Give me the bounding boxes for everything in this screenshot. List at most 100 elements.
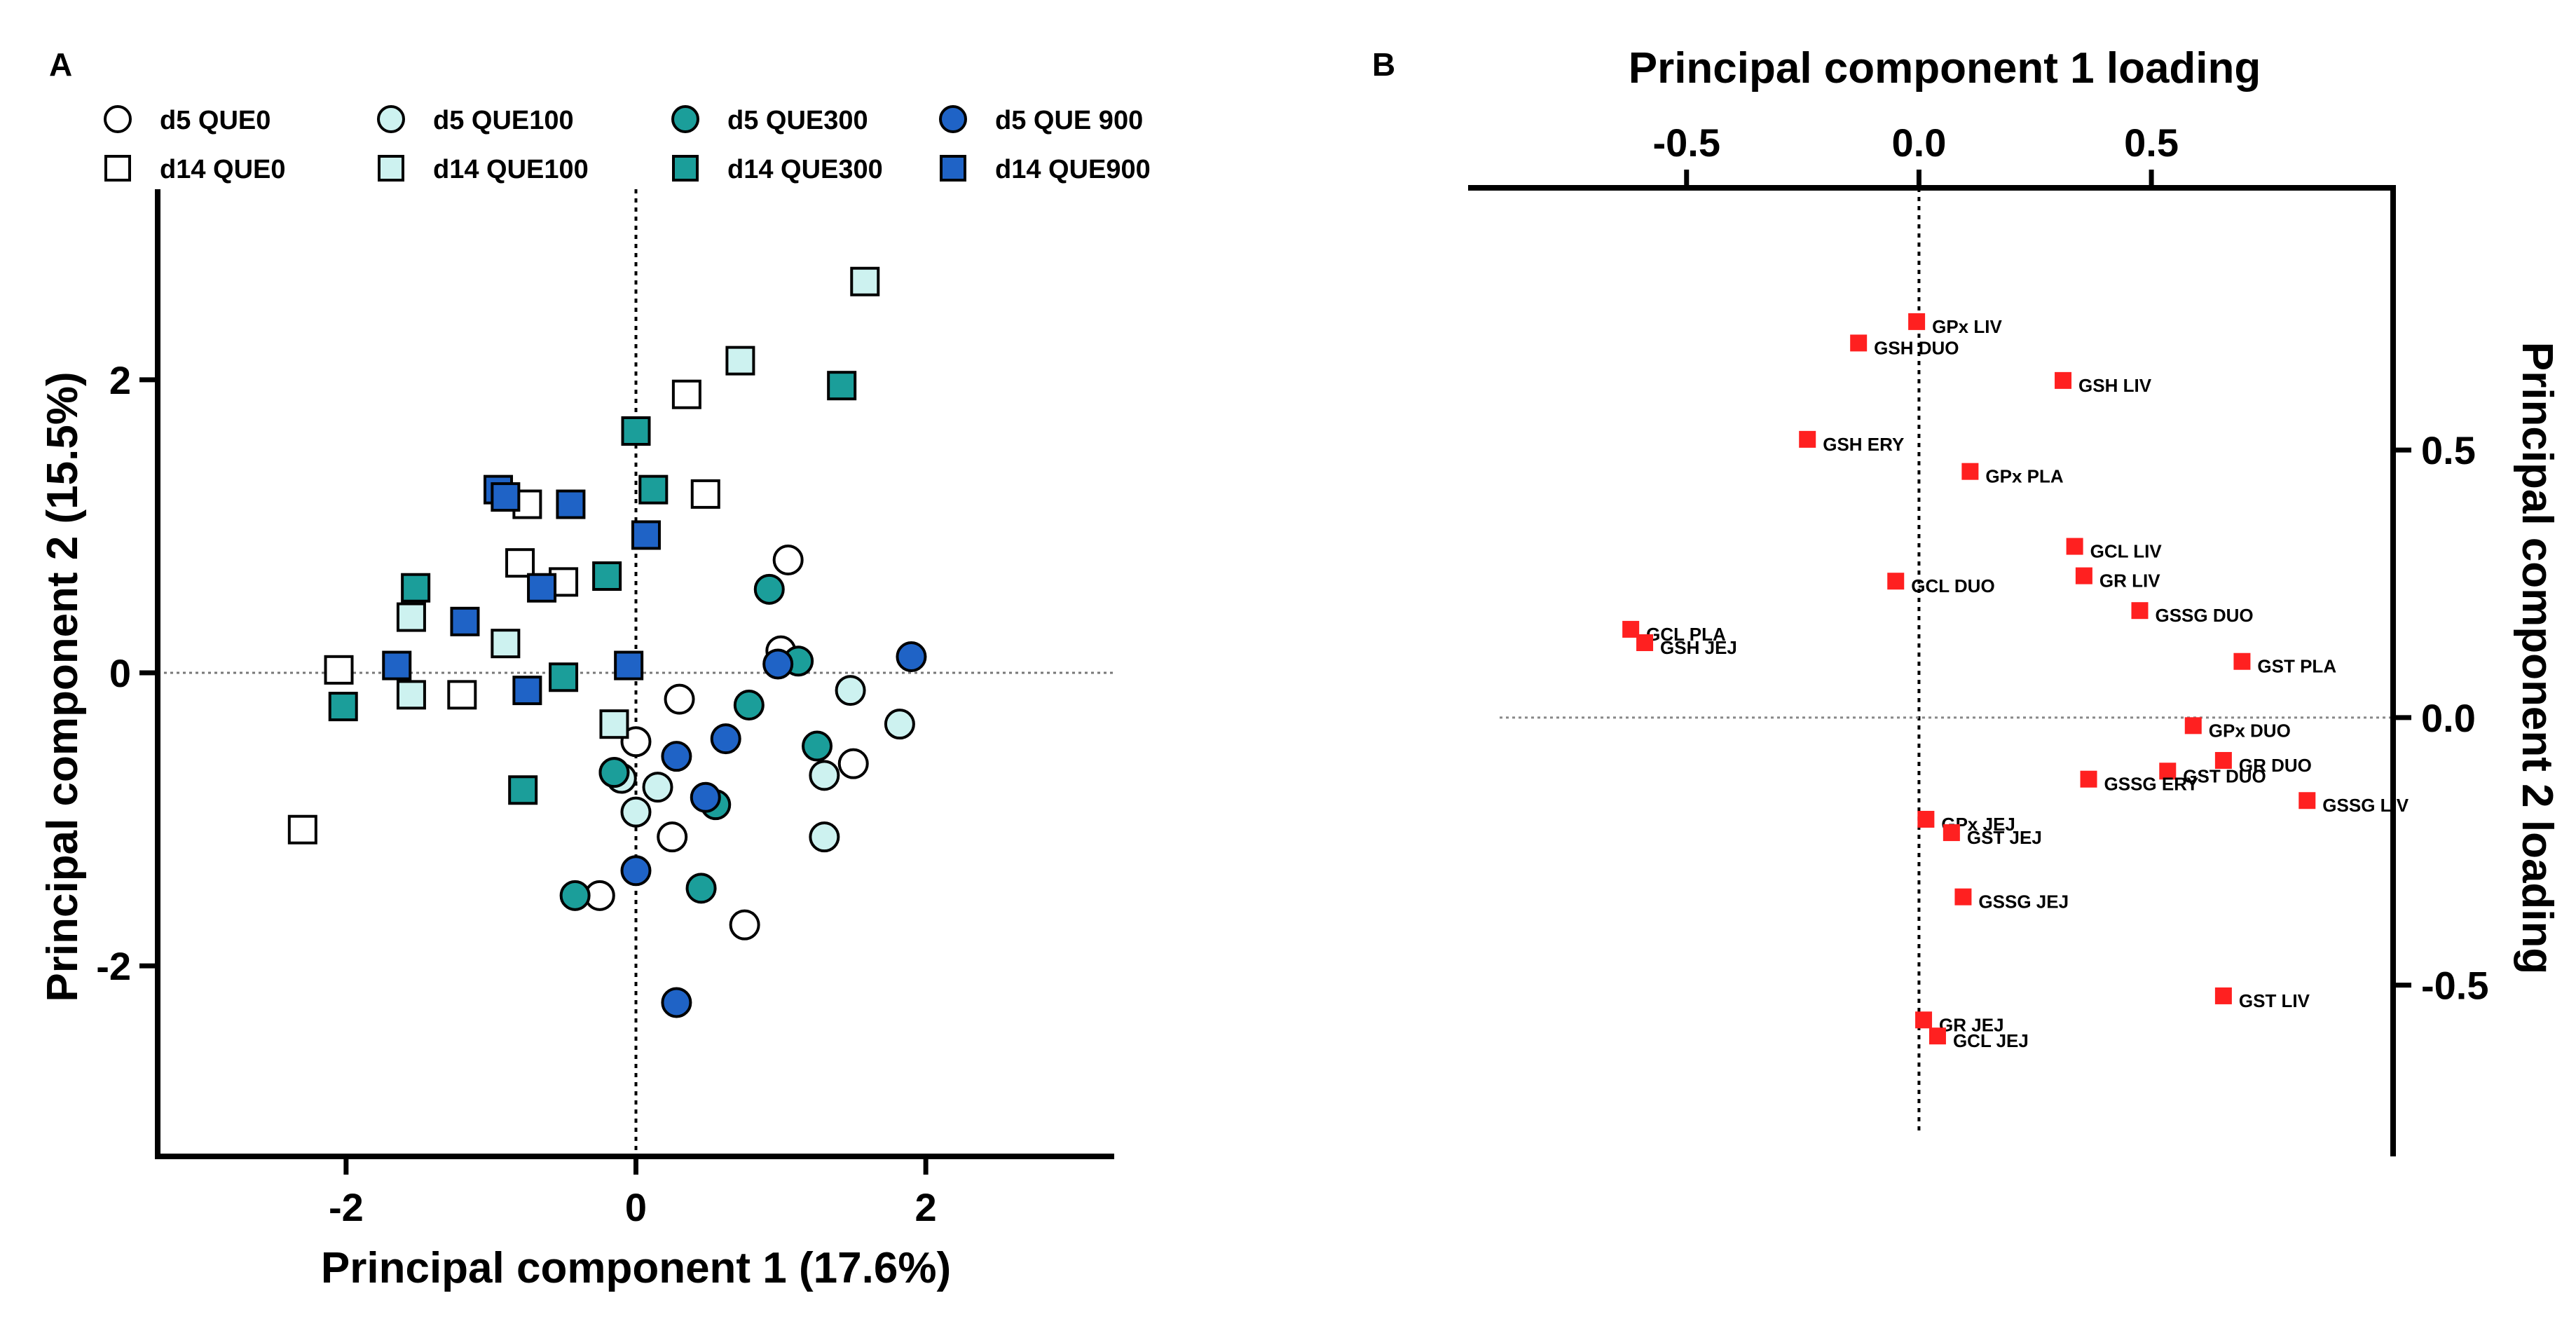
loading-gsh-jej: GSH JEJ [1636, 634, 1737, 658]
loading-gcl-jej: GCL JEJ [1928, 1027, 2029, 1051]
loading-label: GST LIV [2239, 990, 2310, 1011]
loading-gcl-pla: GCL PLA [1622, 620, 1726, 645]
y-axis-title: Principal component 2 (15.5%) [39, 371, 87, 1002]
loading-marker [1636, 634, 1654, 652]
loading-label: GR DUO [2239, 755, 2312, 776]
data-point [661, 741, 692, 772]
data-point [621, 416, 651, 446]
loading-gpx-pla: GPx PLA [1961, 463, 2064, 487]
loading-label: GR JEJ [1939, 1014, 2004, 1035]
data-point [661, 987, 692, 1018]
y-tick-label: 0.0 [2421, 696, 2476, 740]
y-tick-label: 0 [109, 651, 131, 695]
loading-marker [2075, 567, 2092, 585]
loading-gsh-duo: GSH DUO [1850, 334, 1959, 358]
loading-marker [2055, 371, 2072, 389]
loading-marker [2080, 770, 2097, 788]
loading-marker [1799, 430, 1816, 448]
data-point [382, 650, 412, 681]
loading-marker [1917, 810, 1935, 828]
data-point [592, 561, 622, 591]
series-d5-que300 [559, 573, 833, 911]
loading-gst-pla: GST PLA [2233, 652, 2336, 677]
loading-marker [2066, 538, 2083, 555]
legend: d5 QUE0 d5 QUE100 d5 QUE300 d5 QUE 900 d14 Q… [104, 105, 1151, 184]
loading-marker [1954, 888, 1972, 905]
loading-label: GSSG DUO [2155, 605, 2253, 626]
data-point [559, 880, 591, 911]
loading-marker [2233, 652, 2251, 670]
legend-item-d5-que-900: d5 QUE 900 [939, 105, 1143, 135]
loading-gcl-liv: GCL LIV [2066, 538, 2163, 562]
data-point [556, 489, 586, 519]
loading-label: GCL DUO [1911, 575, 1994, 596]
loading-gssg-jej: GSSG JEJ [1954, 888, 2069, 913]
y-tick-label: -0.5 [2421, 964, 2489, 1008]
loading-gssg-ery: GSSG ERY [2080, 770, 2198, 795]
series-d5-que100 [605, 675, 915, 853]
data-point [664, 683, 695, 715]
data-point [620, 855, 652, 887]
loading-label: GPx PLA [1985, 466, 2063, 487]
loading-gssg-liv: GSSG LIV [2298, 792, 2409, 816]
legend-label: d5 QUE100 [433, 106, 574, 135]
legend-label: d14 QUE0 [160, 155, 286, 184]
data-point [729, 909, 760, 941]
data-point [835, 675, 866, 706]
data-point [809, 821, 840, 853]
loading-label: GCL PLA [1646, 624, 1726, 645]
legend-item-d5-que0: d5 QUE0 [104, 105, 270, 135]
loading-label: GSH JEJ [1660, 637, 1737, 658]
data-point [599, 709, 629, 739]
legend-marker [378, 155, 404, 182]
loading-marker [2298, 792, 2316, 809]
x-tick-label: 0.0 [1891, 121, 1946, 165]
loading-marker [1908, 313, 1926, 330]
reference-lines [1500, 188, 2393, 1135]
loading-marker [1850, 334, 1868, 352]
data-point [491, 629, 521, 659]
loading-gr-duo: GR DUO [2214, 751, 2312, 776]
data-point [324, 655, 354, 685]
legend-item-d14-que100: d14 QUE100 [378, 155, 589, 184]
x-tick-label: -0.5 [1653, 121, 1721, 165]
data-point [505, 548, 535, 578]
legend-marker [939, 105, 967, 133]
loading-gpx-jej: GPx JEJ [1917, 810, 2015, 835]
data-point [725, 346, 755, 376]
legend-item-d5-que300: d5 QUE300 [671, 105, 868, 135]
data-point [802, 730, 833, 762]
data-point [690, 479, 720, 509]
axes: -0.5 0.0 0.5 -0.5 0.0 0.5 [1468, 121, 2489, 1156]
data-point [620, 726, 652, 758]
data-point [753, 573, 785, 605]
loading-label: GPx LIV [1932, 316, 2002, 337]
loading-gsh-liv: GSH LIV [2055, 371, 2152, 396]
data-point [620, 796, 652, 828]
series-d14-que300 [328, 371, 857, 805]
loading-marker [2214, 751, 2232, 769]
data-point [884, 709, 915, 740]
legend-marker [672, 155, 699, 182]
loading-label: GR LIV [2099, 570, 2160, 592]
data-point [642, 772, 673, 803]
loading-label: GCL JEJ [1953, 1030, 2029, 1051]
loading-marker [1887, 573, 1905, 590]
legend-label: d14 QUE100 [433, 155, 589, 184]
data-point [447, 680, 477, 710]
series-d14-que100 [396, 266, 880, 739]
loading-marker [1928, 1027, 1946, 1045]
data-points [287, 266, 927, 1018]
data-point [638, 474, 669, 505]
legend-item-d14-que300: d14 QUE300 [672, 155, 883, 184]
data-point [527, 573, 557, 603]
loading-marker [2159, 763, 2177, 780]
loading-label: GCL LIV [2090, 541, 2163, 562]
data-point [508, 775, 538, 805]
panel-a: A d5 QUE0 d5 QUE100 d5 QUE300 d5 QUE 900 d14… [39, 46, 1151, 1292]
loading-label: GST JEJ [1967, 827, 2042, 848]
data-point [762, 648, 794, 680]
data-point [328, 692, 358, 722]
